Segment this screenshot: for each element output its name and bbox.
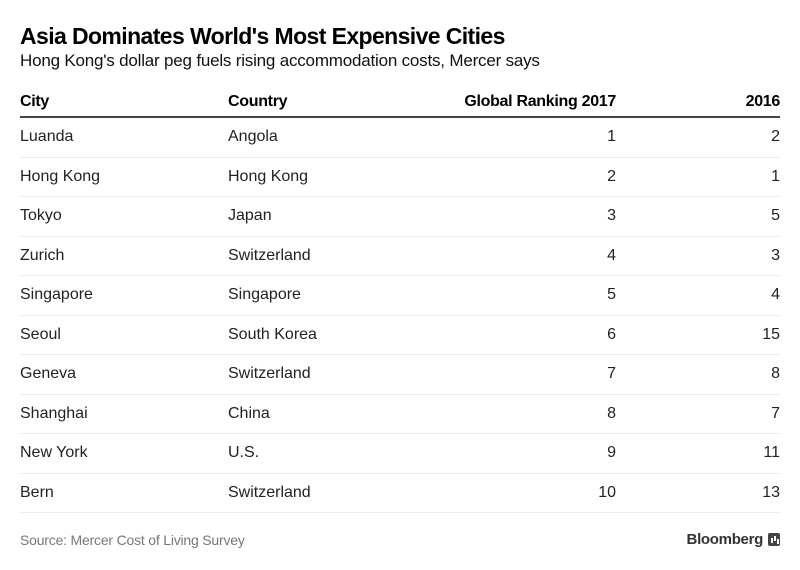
cell-ranking-2016: 8 (616, 354, 780, 395)
cell-city: Zurich (20, 236, 228, 276)
table-row: Tokyo Japan 3 5 (20, 196, 780, 237)
cell-city: Singapore (20, 275, 228, 316)
chart-title: Asia Dominates World's Most Expensive Ci… (20, 23, 505, 49)
brand-name: Bloomberg (686, 531, 764, 548)
table-row: Geneva Switzerland 7 8 (20, 354, 780, 395)
chart-subtitle: Hong Kong's dollar peg fuels rising acco… (20, 51, 540, 70)
cell-ranking-2017: 2 (438, 157, 616, 197)
cell-ranking-2016: 3 (616, 236, 780, 276)
column-header-ranking-2017: Global Ranking 2017 (438, 88, 616, 118)
cell-country: Switzerland (228, 236, 438, 276)
cell-ranking-2017: 3 (438, 196, 616, 237)
table-row: Hong Kong Hong Kong 2 1 (20, 157, 780, 197)
table-row: Shanghai China 8 7 (20, 394, 780, 434)
cell-ranking-2017: 5 (438, 275, 616, 316)
column-header-country: Country (228, 88, 438, 118)
cell-country: Switzerland (228, 354, 438, 395)
cell-ranking-2017: 8 (438, 394, 616, 434)
cell-ranking-2017: 4 (438, 236, 616, 276)
cell-ranking-2016: 15 (616, 315, 780, 355)
cell-city: Tokyo (20, 196, 228, 237)
cell-ranking-2017: 1 (438, 117, 616, 158)
cell-city: Shanghai (20, 394, 228, 434)
cell-city: Luanda (20, 117, 228, 158)
table-row: New York U.S. 9 11 (20, 433, 780, 474)
cell-country: South Korea (228, 315, 438, 355)
cell-ranking-2016: 7 (616, 394, 780, 434)
cell-city: Seoul (20, 315, 228, 355)
cell-city: Bern (20, 473, 228, 513)
cell-country: China (228, 394, 438, 434)
bloomberg-chart-icon (768, 533, 780, 546)
cell-city: New York (20, 433, 228, 474)
cell-city: Hong Kong (20, 157, 228, 197)
cell-ranking-2016: 11 (616, 433, 780, 474)
table-row: Zurich Switzerland 4 3 (20, 236, 780, 276)
table-row: Bern Switzerland 10 13 (20, 473, 780, 513)
cell-ranking-2016: 5 (616, 196, 780, 237)
cell-country: Angola (228, 117, 438, 158)
cell-country: Japan (228, 196, 438, 237)
column-header-city: City (20, 88, 228, 118)
cell-ranking-2016: 4 (616, 275, 780, 316)
cell-country: Singapore (228, 275, 438, 316)
table-row: Seoul South Korea 6 15 (20, 315, 780, 355)
source-note: Source: Mercer Cost of Living Survey (20, 532, 245, 548)
table-header-row: City Country Global Ranking 2017 2016 (20, 88, 780, 118)
table-row: Singapore Singapore 5 4 (20, 275, 780, 316)
rankings-table: City Country Global Ranking 2017 2016 Lu… (20, 88, 780, 513)
cell-ranking-2016: 1 (616, 157, 780, 197)
cell-ranking-2016: 13 (616, 473, 780, 513)
brand-logo: Bloomberg (687, 531, 780, 548)
cell-country: U.S. (228, 433, 438, 474)
table-body: Luanda Angola 1 2 Hong Kong Hong Kong 2 1 Tokyo J… (20, 117, 780, 513)
table-row: Luanda Angola 1 2 (20, 117, 780, 158)
column-header-2016: 2016 (616, 88, 780, 118)
cell-country: Hong Kong (228, 157, 438, 197)
cell-city: Geneva (20, 354, 228, 395)
cell-ranking-2017: 10 (438, 473, 616, 513)
cell-country: Switzerland (228, 473, 438, 513)
cell-ranking-2017: 6 (438, 315, 616, 355)
cell-ranking-2017: 9 (438, 433, 616, 474)
cell-ranking-2016: 2 (616, 117, 780, 158)
cell-ranking-2017: 7 (438, 354, 616, 395)
